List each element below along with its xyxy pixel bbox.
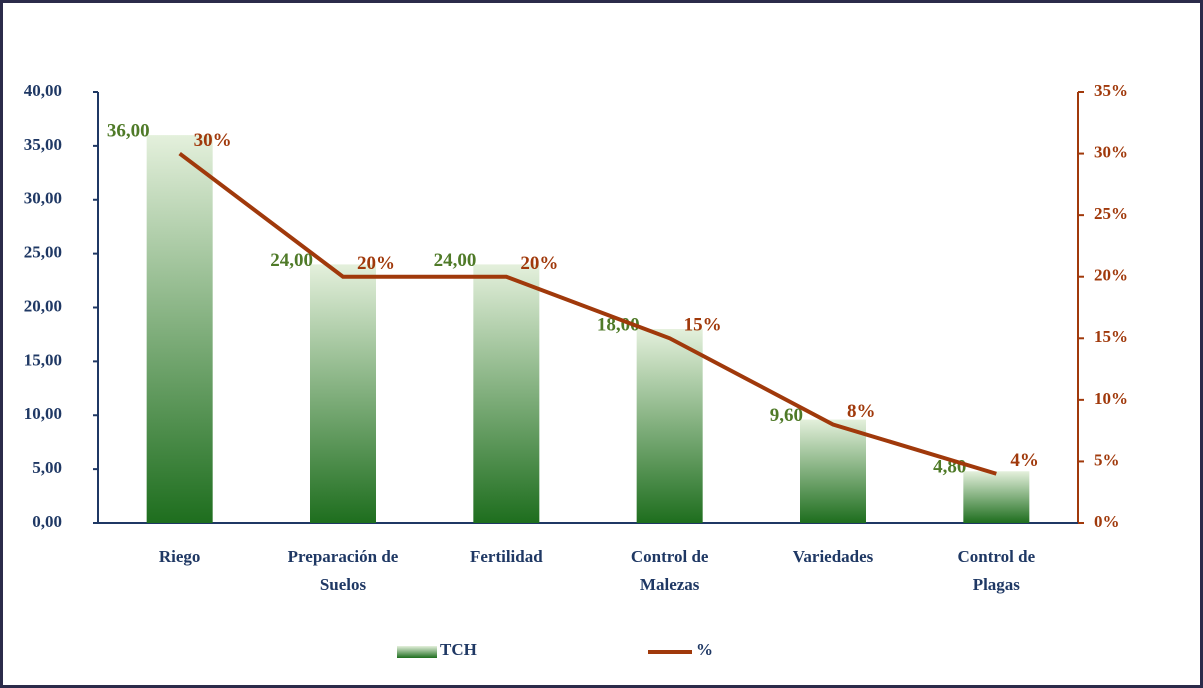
bar-value-label: 18,00 — [597, 314, 640, 335]
bar — [963, 471, 1030, 523]
y-tick-label: 5,00 — [32, 458, 62, 477]
bar — [146, 135, 213, 523]
bar-value-label: 24,00 — [270, 250, 313, 271]
y2-tick-label: 35% — [1094, 81, 1128, 100]
y2-tick-label: 25% — [1094, 204, 1128, 223]
x-tick-label: Variedades — [793, 547, 874, 566]
x-tick-label: Preparación de Suelos — [288, 547, 399, 594]
y2-tick-label: 5% — [1094, 450, 1120, 469]
y2-tick-label: 10% — [1094, 389, 1128, 408]
bar — [636, 329, 703, 523]
y-tick-label: 15,00 — [24, 350, 62, 369]
line-value-label: 8% — [847, 401, 876, 422]
x-tick-label: Riego — [159, 547, 201, 566]
bar — [473, 264, 540, 523]
y-tick-label: 10,00 — [24, 404, 62, 423]
bar — [800, 419, 866, 523]
y-tick-label: 40,00 — [24, 81, 62, 100]
line-value-label: 4% — [1010, 450, 1038, 471]
y-tick-label: 0,00 — [32, 512, 62, 531]
y-tick-label: 25,00 — [24, 243, 62, 262]
bar-value-label: 36,00 — [107, 120, 150, 141]
bar — [310, 264, 376, 523]
line — [178, 151, 997, 476]
bar-value-label: 24,00 — [434, 250, 477, 271]
legend-label: % — [696, 640, 713, 659]
line-value-label: 30% — [194, 130, 232, 151]
line-value-label: 20% — [357, 253, 395, 274]
y2-tick-label: 0% — [1094, 512, 1120, 531]
y-tick-label: 35,00 — [24, 135, 62, 154]
y-tick-label: 30,00 — [24, 189, 62, 208]
y-tick-label: 20,00 — [24, 296, 62, 315]
legend-label: TCH — [440, 640, 477, 659]
x-tick-label: Fertilidad — [470, 547, 543, 566]
y2-tick-label: 20% — [1094, 266, 1128, 285]
y2-tick-label: 15% — [1094, 327, 1128, 346]
y2-tick-label: 30% — [1094, 142, 1128, 161]
x-tick-label: Control de Malezas — [631, 547, 709, 594]
line-value-label: 15% — [684, 315, 722, 336]
bar-value-label: 9,60 — [770, 405, 803, 426]
x-tick-label: Control de Plagas — [958, 547, 1036, 594]
line-value-label: 20% — [520, 253, 558, 274]
legend-swatch — [397, 646, 437, 658]
